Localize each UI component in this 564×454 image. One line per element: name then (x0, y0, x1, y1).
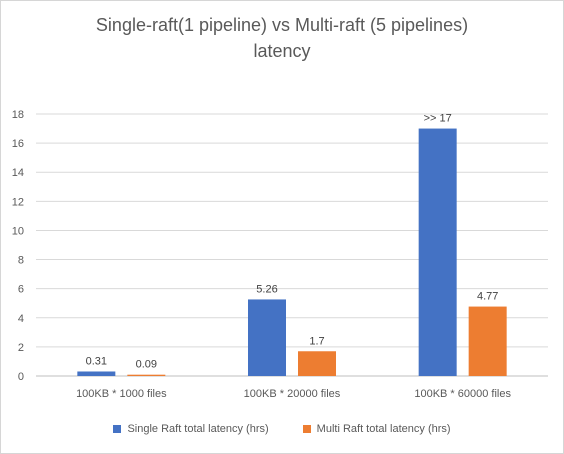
data-label: 1.7 (309, 335, 324, 347)
y-tick-label: 6 (18, 284, 24, 296)
bars (77, 128, 507, 376)
bar-multi-raft-0 (127, 374, 166, 376)
x-category-label: 100KB * 1000 files (76, 388, 167, 400)
x-category-label: 100KB * 60000 files (414, 388, 511, 400)
y-tick-label: 2 (18, 342, 24, 354)
x-category-label: 100KB * 20000 files (244, 388, 341, 400)
bar-single-raft-0 (77, 371, 116, 376)
legend-label-multi-raft: Multi Raft total latency (hrs) (316, 423, 451, 435)
chart-title: Single-raft(1 pipeline) vs Multi-raft (5… (0, 12, 564, 64)
bar-single-raft-2 (418, 128, 457, 376)
data-label: 4.77 (477, 291, 498, 303)
data-label: 5.26 (256, 283, 277, 295)
legend-swatch-single-raft (113, 425, 122, 433)
legend-item-multi-raft: Multi Raft total latency (hrs) (302, 423, 451, 435)
chart-title-line-1: Single-raft(1 pipeline) vs Multi-raft (5… (95, 15, 469, 35)
y-tick-label: 14 (12, 167, 24, 179)
bar-single-raft-1 (248, 299, 286, 376)
y-tick-label: 4 (18, 313, 24, 325)
data-label: 0.09 (136, 359, 157, 371)
bar-multi-raft-2 (468, 306, 507, 376)
y-tick-label: 10 (12, 225, 24, 237)
y-tick-label: 18 (12, 109, 24, 121)
data-label: >> 17 (424, 113, 452, 125)
y-tick-label: 12 (12, 196, 24, 208)
gridlines (36, 113, 548, 377)
data-label: 0.31 (86, 355, 107, 367)
chart-title-line-2: latency (253, 41, 311, 61)
legend: Single Raft total latency (hrs) Multi Ra… (0, 423, 564, 435)
bar-chart-plot: 0 2 4 6 8 10 12 14 16 18 0.31 0.09 5.26 1.7 >> 17 4.77… (12, 109, 548, 400)
x-axis-categories: 100KB * 1000 files 100KB * 20000 files 100… (76, 388, 511, 400)
legend-item-single-raft: Single Raft total latency (hrs) (113, 423, 269, 435)
y-axis-ticks: 0 2 4 6 8 10 12 14 16 18 (12, 109, 24, 383)
legend-label-single-raft: Single Raft total latency (hrs) (127, 423, 269, 435)
y-tick-label: 16 (12, 138, 24, 150)
y-tick-label: 0 (18, 371, 24, 383)
legend-swatch-multi-raft (302, 425, 311, 433)
y-tick-label: 8 (18, 255, 24, 267)
data-labels: 0.31 0.09 5.26 1.7 >> 17 4.77 (86, 113, 499, 371)
bar-multi-raft-1 (298, 351, 336, 376)
